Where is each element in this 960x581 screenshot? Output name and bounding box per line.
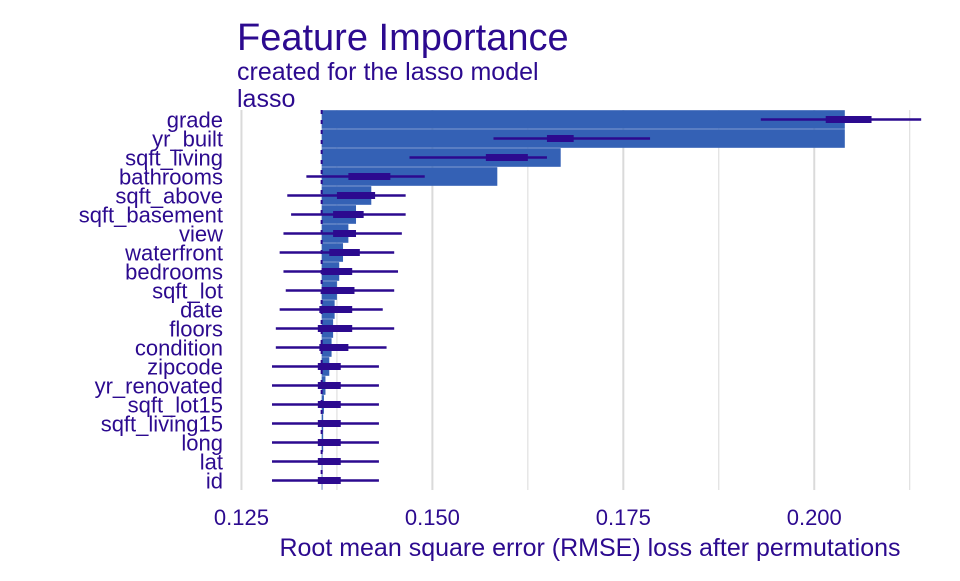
y-tick-label: sqft_basement [79,203,223,228]
x-tick-label: 0.150 [405,505,460,530]
y-tick-label: zipcode [147,355,223,380]
y-tick-label: floors [169,317,223,342]
y-tick-label: date [180,298,223,323]
y-tick-label: lat [200,450,223,475]
y-tick-label: sqft_living [125,146,223,171]
y-tick-label: bathrooms [119,165,223,190]
y-tick-label: sqft_lot [152,279,223,304]
y-tick-label: sqft_above [115,184,223,209]
chart-subtitle: created for the lasso model [237,58,539,86]
y-tick-label: bedrooms [125,260,223,285]
x-tick-label: 0.125 [214,505,269,530]
bars [321,110,845,490]
x-tick-label: 0.175 [596,505,651,530]
intervals [272,116,922,484]
y-tick-label: grade [167,108,223,133]
y-tick-label: waterfront [124,241,223,266]
y-tick-labels: gradeyr_builtsqft_livingbathroomssqft_ab… [79,108,223,494]
y-tick-label: id [206,469,223,494]
x-tick-labels: 0.125 0.150 0.175 0.200 [214,505,842,530]
x-tick-label: 0.200 [787,505,842,530]
y-tick-label: sqft_lot15 [128,393,223,418]
y-tick-label: view [179,222,223,247]
grid-lines [240,110,911,490]
x-axis-label: Root mean square error (RMSE) loss after… [279,534,900,562]
panel-label: lasso [237,85,295,113]
y-tick-label: long [181,431,223,456]
bar-grade [321,110,845,129]
y-tick-label: yr_renovated [95,374,223,399]
y-tick-label: sqft_living15 [101,412,223,437]
chart-title: Feature Importance [237,17,569,59]
y-tick-label: yr_built [152,127,223,152]
y-tick-label: condition [135,336,223,361]
